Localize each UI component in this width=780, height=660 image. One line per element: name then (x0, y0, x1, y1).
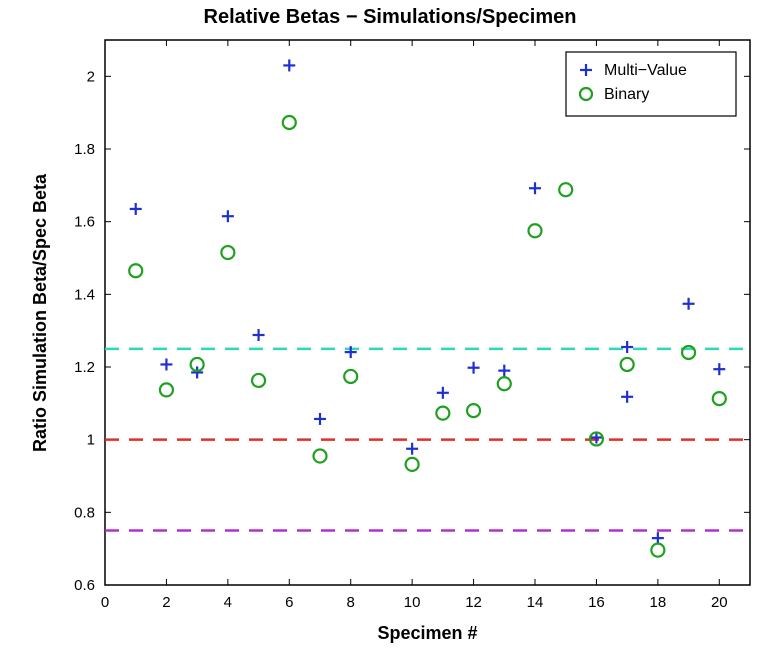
legend-label: Multi−Value (604, 62, 687, 79)
scatter-chart: Relative Betas − Simulations/Specimen 02… (0, 0, 780, 660)
x-tick-label: 20 (711, 594, 728, 611)
x-tick-label: 4 (224, 594, 232, 611)
plot-area (105, 40, 750, 585)
y-tick-label: 0.6 (74, 577, 95, 594)
y-tick-label: 1.8 (74, 141, 95, 158)
y-tick-label: 1.2 (74, 359, 95, 376)
x-tick-label: 8 (347, 594, 355, 611)
y-tick-label: 1 (87, 432, 95, 449)
x-tick-label: 6 (285, 594, 293, 611)
x-tick-label: 18 (650, 594, 667, 611)
y-tick-label: 1.6 (74, 214, 95, 231)
x-tick-label: 2 (162, 594, 170, 611)
y-tick-label: 0.8 (74, 504, 95, 521)
y-tick-label: 1.4 (74, 286, 95, 303)
x-tick-label: 0 (101, 594, 109, 611)
x-tick-label: 12 (465, 594, 482, 611)
x-tick-label: 16 (588, 594, 605, 611)
chart-svg: 0 2 4 6 8 10 12 14 16 18 20 0.6 0.8 1 1.2 1.4 1.6 1.8 2 Mul… (0, 0, 780, 660)
x-axis-label: Specimen # (105, 623, 750, 644)
x-tick-label: 14 (527, 594, 544, 611)
y-axis-label: Ratio Simulation Beta/Spec Beta (30, 173, 51, 451)
x-tick-label: 10 (404, 594, 421, 611)
legend-label: Binary (604, 86, 649, 103)
y-tick-label: 2 (87, 68, 95, 85)
